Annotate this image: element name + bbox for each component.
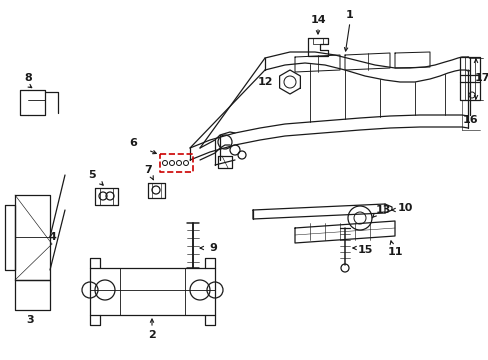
Text: 9: 9 <box>209 243 217 253</box>
Text: 16: 16 <box>461 115 477 125</box>
Text: 2: 2 <box>148 330 156 340</box>
Text: 4: 4 <box>48 232 56 242</box>
Text: 1: 1 <box>346 10 353 20</box>
Text: 11: 11 <box>386 247 402 257</box>
Text: 15: 15 <box>357 245 372 255</box>
Text: 10: 10 <box>397 203 412 213</box>
Text: 12: 12 <box>257 77 272 87</box>
Text: 5: 5 <box>88 170 96 180</box>
Text: 13: 13 <box>375 205 390 215</box>
Text: 6: 6 <box>129 138 137 148</box>
Text: 14: 14 <box>309 15 325 25</box>
Text: 7: 7 <box>144 165 152 175</box>
Text: 3: 3 <box>26 315 34 325</box>
Text: 8: 8 <box>24 73 32 83</box>
Text: 17: 17 <box>473 73 488 83</box>
